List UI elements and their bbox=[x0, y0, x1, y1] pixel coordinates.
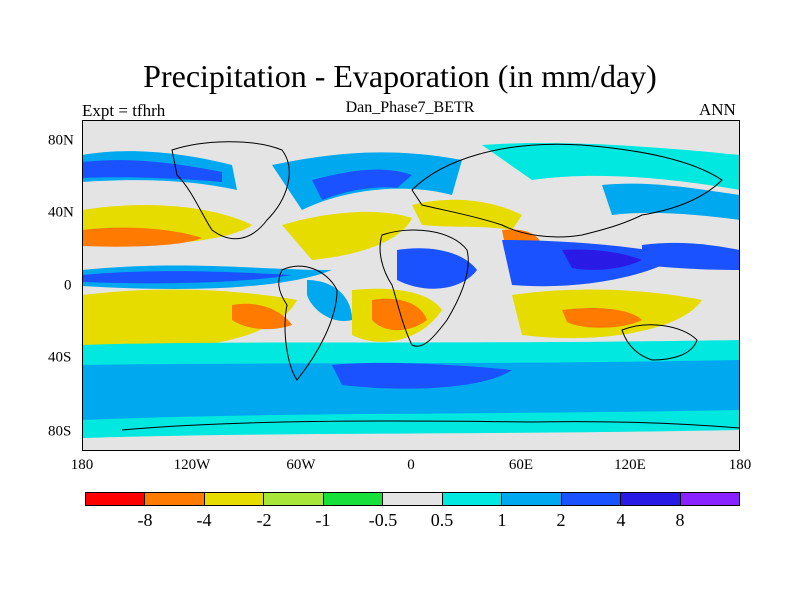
africa-convection bbox=[397, 248, 477, 289]
colorbar-box bbox=[145, 493, 205, 505]
y-tick-label: 0 bbox=[64, 277, 72, 294]
north-america-coast bbox=[171, 141, 290, 240]
x-tick-label: 60E bbox=[508, 457, 534, 473]
x-tick-label: 180 bbox=[728, 457, 752, 473]
x-tick-label: 120W bbox=[173, 457, 211, 473]
x-tick-label: 120E bbox=[614, 457, 646, 473]
colorbar-box bbox=[442, 493, 503, 505]
africa-coast bbox=[379, 229, 469, 347]
colorbar-label: 1 bbox=[497, 510, 507, 530]
world-map bbox=[82, 120, 740, 451]
south-america-coast bbox=[278, 265, 338, 381]
x-tick-label: 0 bbox=[407, 457, 415, 473]
southern-ocean-core bbox=[332, 362, 512, 389]
colorbar-box bbox=[680, 493, 739, 505]
season-label: ANN bbox=[699, 100, 736, 119]
colorbar-box bbox=[204, 493, 265, 505]
colorbar-label: -8 bbox=[137, 510, 153, 530]
x-tick-label: 60W bbox=[286, 457, 316, 473]
antarctica-coast bbox=[121, 420, 740, 431]
map-border bbox=[82, 120, 740, 451]
south-indian-orange bbox=[562, 308, 642, 328]
experiment-label: Expt = tfhrh bbox=[82, 101, 166, 120]
colorbar-box bbox=[264, 493, 324, 505]
australia-coast bbox=[621, 324, 698, 361]
north-subtropic-atlantic-yellow bbox=[282, 211, 412, 260]
siberia-band bbox=[482, 143, 740, 190]
colorbar bbox=[85, 492, 740, 506]
colorbar-box bbox=[86, 493, 146, 505]
north-pacific-core bbox=[82, 160, 222, 182]
x-tick-label: 180 bbox=[70, 457, 94, 473]
colorbar-label: 8 bbox=[675, 510, 685, 530]
y-tick-label: 40S bbox=[48, 349, 72, 366]
colorbar-label: -2 bbox=[256, 510, 272, 530]
south-pacific-orange bbox=[232, 303, 292, 330]
y-tick-label: 80S bbox=[48, 423, 72, 440]
colorbar-box bbox=[383, 493, 443, 505]
y-tick-label: 40N bbox=[48, 204, 74, 221]
itcz-pacific-core bbox=[82, 271, 292, 284]
map-title: Precipitation - Evaporation (in mm/day) bbox=[143, 58, 657, 94]
colorbar-label: 4 bbox=[616, 510, 626, 530]
y-tick-label: 80N bbox=[48, 132, 74, 149]
colorbar-box bbox=[502, 493, 562, 505]
eurasia-coast bbox=[411, 143, 723, 238]
map-canvas bbox=[82, 120, 740, 451]
south-atlantic-orange bbox=[372, 298, 427, 331]
colorbar-label: 2 bbox=[556, 510, 566, 530]
west-pacific-itcz bbox=[642, 242, 740, 270]
colorbar-label: 0.5 bbox=[430, 510, 454, 530]
colorbar-label: -0.5 bbox=[368, 510, 398, 530]
colorbar-label: -1 bbox=[315, 510, 331, 530]
colorbar-box bbox=[561, 493, 622, 505]
antarctic-coast-band bbox=[82, 410, 740, 438]
south-america-convection bbox=[307, 280, 352, 321]
colorbar-box bbox=[621, 493, 681, 505]
colorbar-label: -4 bbox=[196, 510, 212, 530]
north-atlantic-core bbox=[312, 169, 412, 200]
maritime-continent-core bbox=[562, 249, 642, 270]
north-subtropic-pacific-orange bbox=[82, 227, 202, 247]
southern-ocean-outer bbox=[82, 340, 740, 365]
colorbar-box bbox=[323, 493, 384, 505]
map-subtitle: Dan_Phase7_BETR bbox=[345, 99, 475, 116]
